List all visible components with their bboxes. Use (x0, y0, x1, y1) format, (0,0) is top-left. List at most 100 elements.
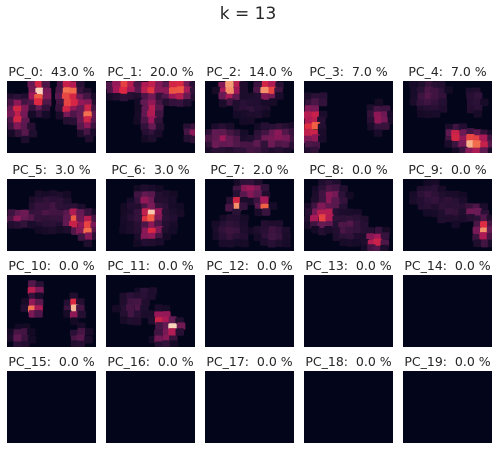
heatmap-cell (84, 208, 94, 216)
heatmap-cell (246, 116, 255, 125)
heatmap-cell (417, 92, 426, 101)
heatmap-panel-13 (304, 275, 393, 347)
heatmap-cell (43, 99, 52, 107)
heatmap-cell (218, 92, 227, 100)
heatmap-cell (140, 99, 149, 107)
heatmap-cell (112, 93, 122, 101)
heatmap-cell (274, 220, 284, 228)
heatmap-cell (260, 99, 270, 108)
heatmap-cell (134, 111, 143, 119)
heatmap-cell (267, 240, 277, 248)
heatmap-cell (140, 304, 149, 313)
heatmap-cell (218, 99, 228, 108)
heatmap-cell (430, 93, 440, 101)
heatmap-cell (260, 122, 269, 130)
heatmap-cell (324, 226, 333, 234)
heatmap-cell (13, 341, 22, 347)
heatmap-svg-17 (205, 371, 294, 443)
panel-title-1: PC_1: 20.0 % (107, 64, 194, 79)
heatmap-cell (254, 147, 264, 153)
heatmap-cell (7, 328, 16, 336)
heatmap-cell (133, 191, 143, 199)
heatmap-svg-1 (106, 81, 195, 144)
heatmap-cell (239, 86, 249, 95)
heatmap-cell (466, 105, 476, 114)
heatmap-cell (437, 185, 447, 194)
heatmap-cell (487, 220, 492, 228)
heatmap-cell (76, 81, 85, 88)
heatmap-cell (332, 227, 342, 235)
heatmap-cell (282, 239, 291, 248)
heatmap-cell (373, 238, 382, 246)
heatmap-cell (466, 128, 475, 136)
heatmap-svg-19 (403, 371, 492, 443)
heatmap-panel-14 (403, 275, 492, 347)
heatmap-cell (28, 104, 37, 113)
heatmap-svg-3 (304, 92, 393, 153)
heatmap-cell (218, 81, 227, 90)
heatmap-cell (83, 92, 92, 101)
heatmap-cell (42, 93, 52, 101)
panel-title-6: PC_6: 3.0 % (111, 162, 190, 177)
heatmap-cell (466, 92, 475, 100)
heatmap-cell (225, 81, 234, 89)
heatmap-cell (49, 196, 58, 204)
heatmap-cell (13, 122, 23, 130)
heatmap-cell (190, 93, 195, 101)
heatmap-cell (240, 239, 249, 248)
heatmap-cell (260, 227, 269, 235)
heatmap-cell (7, 334, 16, 342)
heatmap-cell (466, 134, 475, 142)
heatmap-cell (7, 110, 15, 119)
heatmap-cell (155, 110, 164, 118)
heatmap-cell (318, 179, 327, 187)
heatmap-cell (91, 110, 96, 119)
heatmap-cell (168, 98, 178, 107)
heatmap-cell (20, 328, 30, 336)
heatmap-cell (367, 122, 376, 131)
heatmap-cell (409, 81, 418, 88)
heatmap-cell (162, 190, 171, 198)
heatmap-cell (212, 86, 221, 95)
heatmap-cell (27, 328, 36, 336)
heatmap-cell (169, 214, 178, 222)
heatmap-cell (225, 122, 235, 131)
heatmap-cell (274, 140, 284, 148)
heatmap-cell (148, 81, 157, 89)
heatmap-cell (232, 208, 241, 217)
heatmap-cell (338, 191, 347, 199)
heatmap-cell (69, 292, 78, 301)
heatmap-cell (338, 215, 348, 223)
heatmap-cell (352, 239, 361, 247)
heatmap-cell (62, 81, 72, 88)
heatmap-cell (260, 184, 270, 192)
heatmap-cell (63, 99, 73, 107)
heatmap-cell (69, 208, 78, 216)
heatmap-cell (239, 179, 249, 186)
heatmap-cell (162, 340, 171, 347)
heatmap-cell (281, 128, 291, 137)
heatmap-cell (479, 147, 489, 153)
heatmap-cell (487, 239, 492, 248)
heatmap-cell (260, 140, 269, 149)
heatmap-cell (240, 214, 249, 222)
heatmap-cell (154, 86, 163, 95)
heatmap-cell (76, 122, 86, 131)
heatmap-cell (346, 208, 355, 217)
heatmap-cell (261, 147, 270, 153)
heatmap-cell (318, 190, 328, 198)
figure-title: k = 13 (219, 4, 277, 24)
panel-title-8: PC_8: 0.0 % (309, 162, 388, 177)
heatmap-panel-18 (304, 371, 393, 443)
heatmap-cell (311, 98, 320, 106)
heatmap-cell (133, 317, 142, 326)
heatmap-cell (424, 98, 433, 107)
heatmap-cell (77, 233, 87, 241)
heatmap-cell (21, 298, 30, 306)
heatmap-panel-3 (304, 81, 393, 153)
heatmap-cell (352, 214, 362, 222)
heatmap-cell (176, 86, 185, 94)
heatmap-cell (339, 238, 348, 247)
heatmap-cell (232, 190, 242, 198)
heatmap-cell (380, 232, 390, 240)
